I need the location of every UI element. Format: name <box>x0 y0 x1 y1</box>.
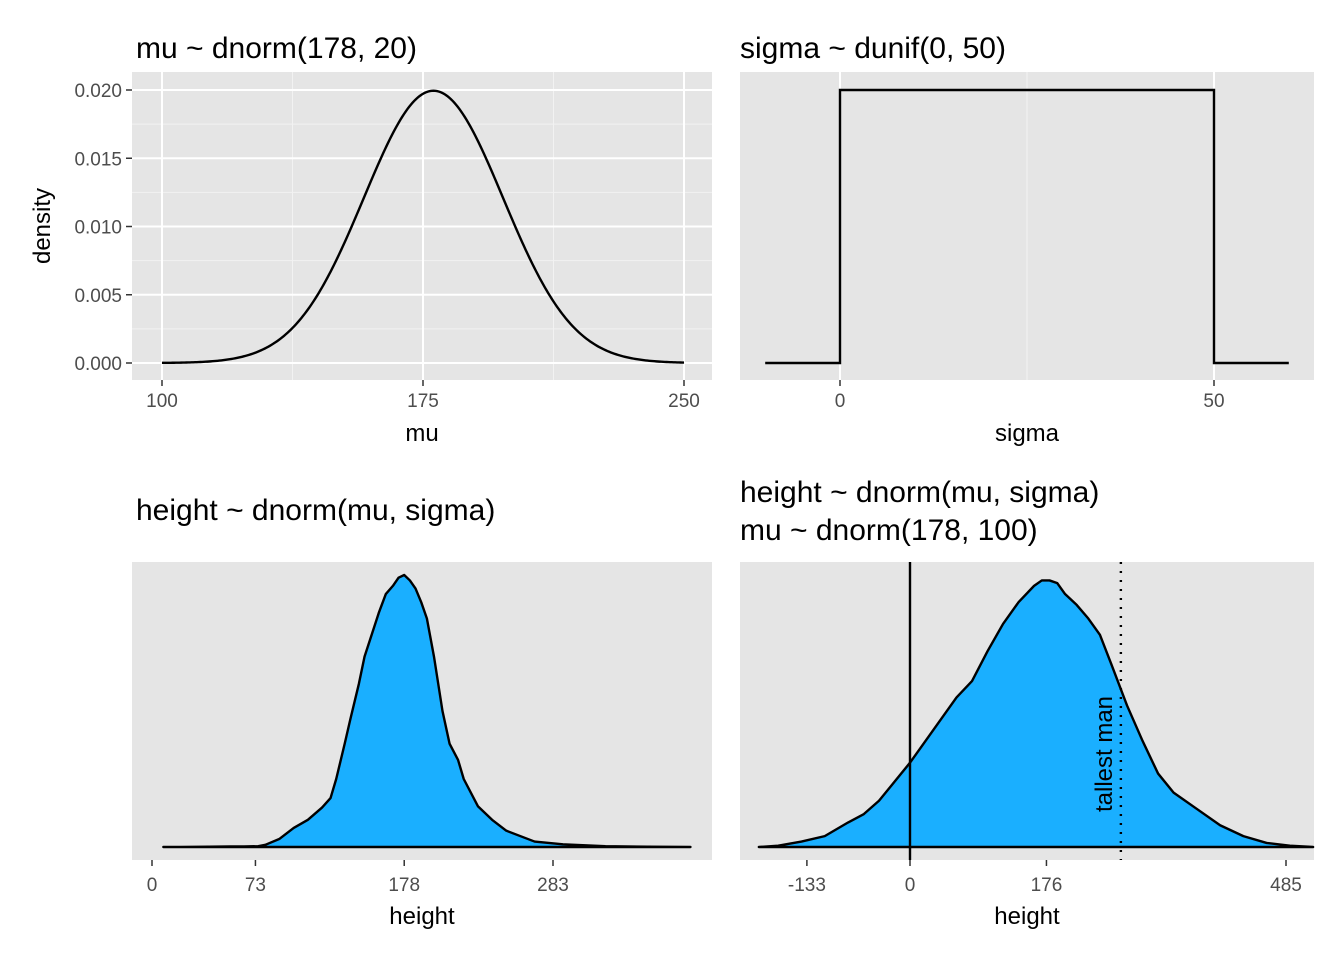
panel2-x-label: sigma <box>995 420 1060 447</box>
panel4-x-tick-label: 176 <box>1031 875 1063 896</box>
panel3-x-tick-label: 73 <box>245 875 266 896</box>
panel1-x-tick-label: 250 <box>668 391 700 412</box>
panel1-y-label: density <box>29 188 56 264</box>
panel4-density-area <box>757 579 1315 849</box>
panel3-x-tick-label: 0 <box>147 875 158 896</box>
panel1-gridlines <box>132 72 712 380</box>
panel1-x-tick-label: 175 <box>407 391 439 412</box>
panel1-y-axis: 0.000 0.005 0.010 0.015 0.020 <box>74 81 132 375</box>
panel3-title: height ~ dnorm(mu, sigma) <box>136 494 495 527</box>
panel1-title: mu ~ dnorm(178, 20) <box>136 32 417 65</box>
panel2-title: sigma ~ dunif(0, 50) <box>740 32 1006 65</box>
panel1-y-tick-label: 0.000 <box>74 354 122 375</box>
panel2-x-tick-label: 50 <box>1203 391 1224 412</box>
panel3-density-area <box>162 573 692 849</box>
panel4-tallest-man-label: tallest man <box>1091 696 1118 812</box>
panel3-x-label: height <box>389 903 455 930</box>
panel3-x-tick-label: 178 <box>388 875 420 896</box>
panel4-x-axis: -133 0 176 485 <box>788 860 1302 896</box>
panel1-x-tick-label: 100 <box>146 391 178 412</box>
panel-prior-predictive: height ~ dnorm(mu, sigma) 0 73 178 283 heig… <box>132 494 712 930</box>
panel1-y-tick-label: 0.005 <box>74 286 122 307</box>
panel2-density-curve <box>765 88 1289 365</box>
panel4-x-tick-label: -133 <box>788 875 826 896</box>
panel1-y-tick-label: 0.020 <box>74 81 122 102</box>
panel4-title-line1: height ~ dnorm(mu, sigma) <box>740 476 1099 509</box>
panel3-x-tick-label: 283 <box>537 875 569 896</box>
panel1-x-label: mu <box>405 420 438 447</box>
panel-sigma-prior: sigma ~ dunif(0, 50) 0 50 sigma <box>740 32 1314 447</box>
panel3-x-axis: 0 73 178 283 <box>147 860 569 896</box>
panel1-x-axis: 100 175 250 <box>146 380 700 412</box>
panel2-x-tick-label: 0 <box>835 391 846 412</box>
panel-mu-prior: mu ~ dnorm(178, 20) 100 175 250 0.000 0.005… <box>29 32 712 447</box>
panel1-y-tick-label: 0.010 <box>74 218 122 239</box>
panel2-x-axis: 0 50 <box>835 380 1225 412</box>
panel4-title-line2: mu ~ dnorm(178, 100) <box>740 514 1038 547</box>
panel4-x-tick-label: 0 <box>905 875 916 896</box>
panel1-y-tick-label: 0.015 <box>74 149 122 170</box>
panel4-x-label: height <box>994 903 1060 930</box>
panel4-x-tick-label: 485 <box>1270 875 1302 896</box>
panel-prior-predictive-wide: height ~ dnorm(mu, sigma) mu ~ dnorm(178… <box>740 476 1315 930</box>
panel1-density-curve <box>161 89 685 365</box>
